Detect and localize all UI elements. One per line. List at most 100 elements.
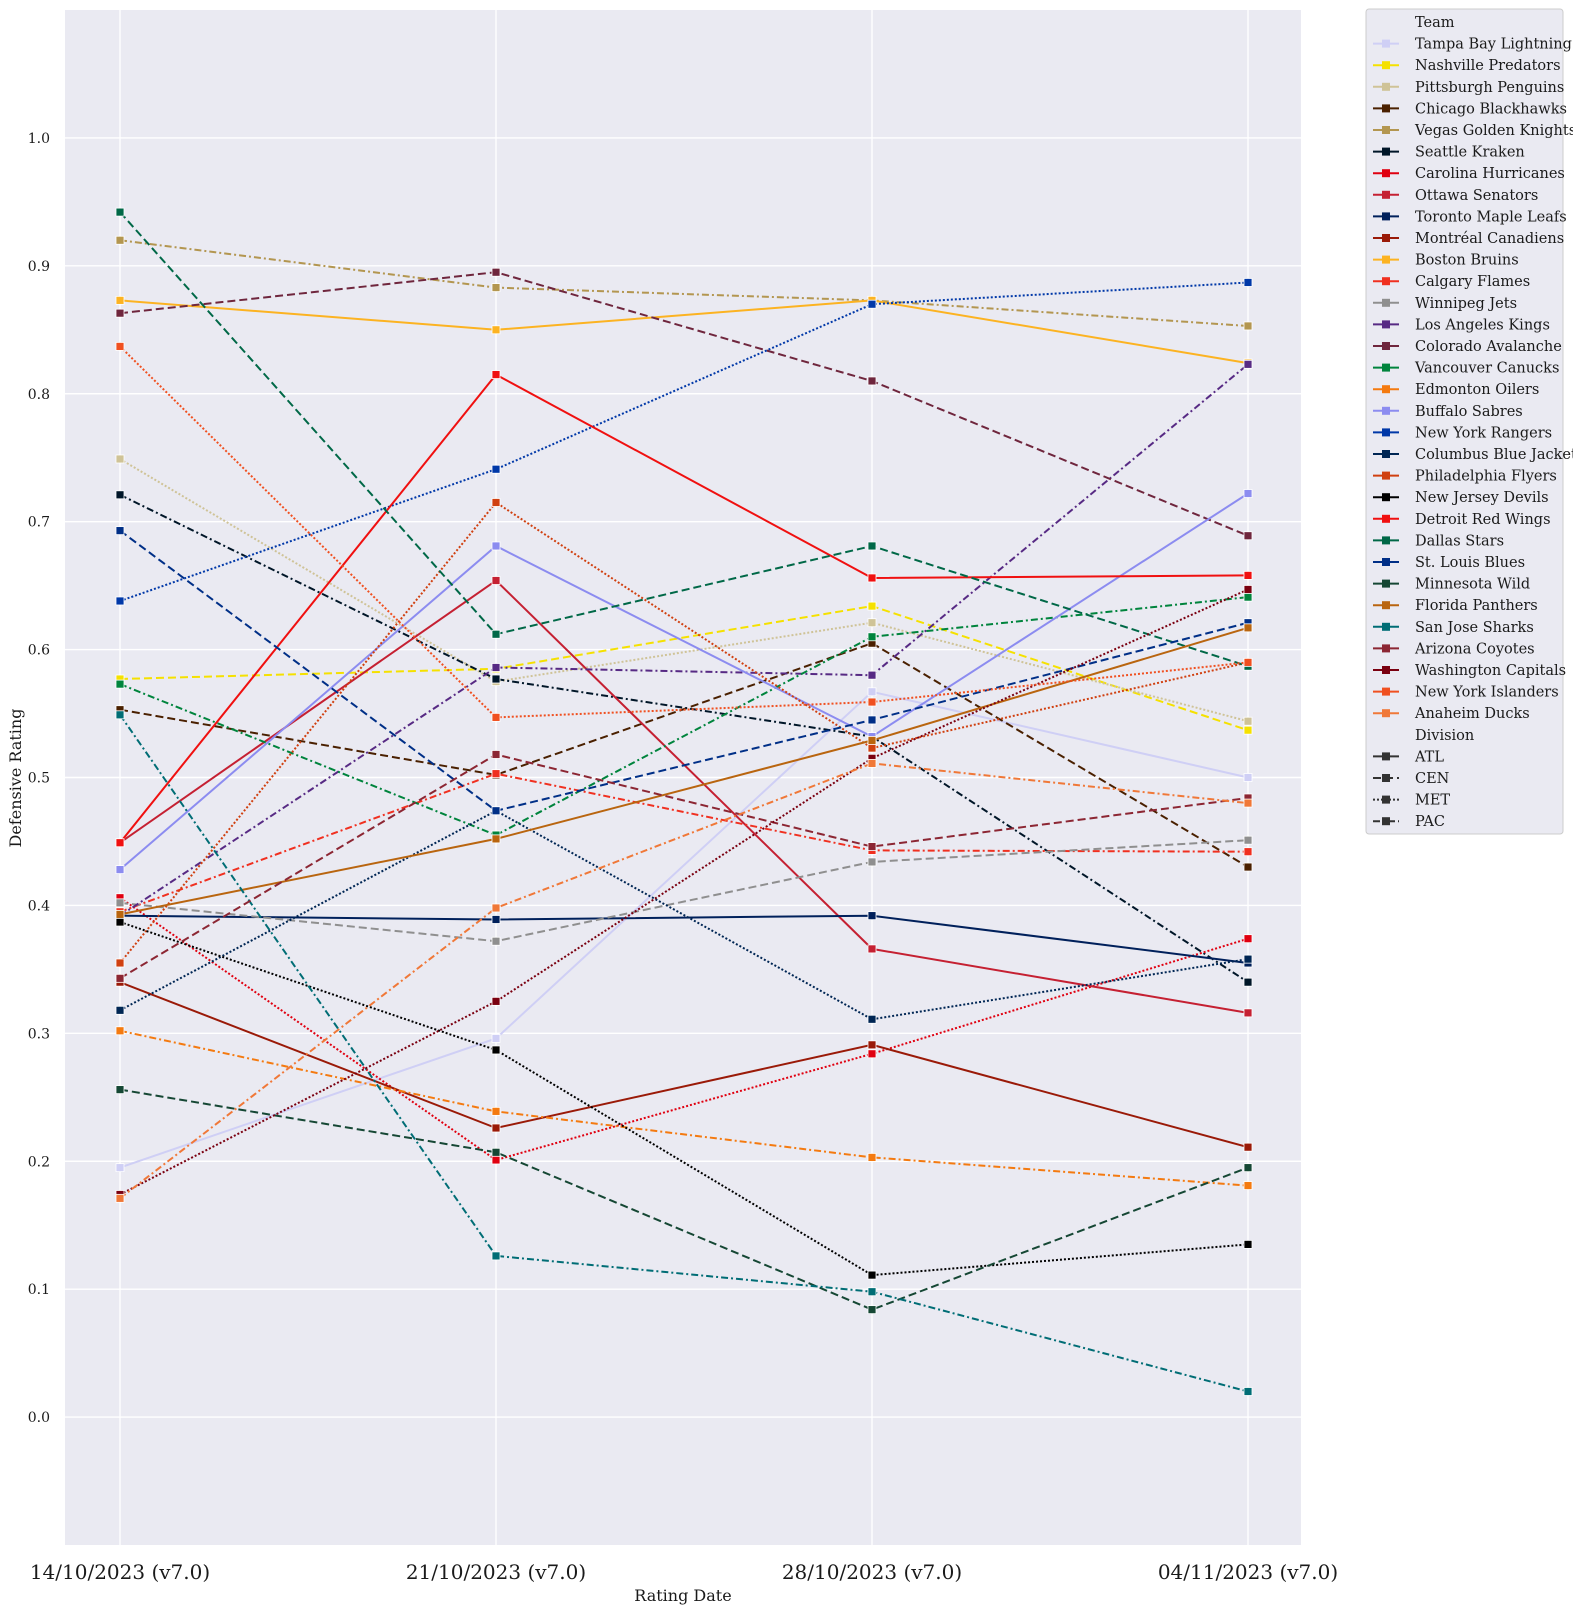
legend-label: Anaheim Ducks (1414, 706, 1530, 722)
data-point (491, 283, 501, 292)
data-point (867, 299, 877, 309)
legend-entry: Dallas Stars (1373, 533, 1504, 549)
legend-swatch-marker (1382, 342, 1390, 350)
data-point (115, 865, 125, 874)
legend-swatch-marker (1382, 363, 1390, 372)
y-axis-label: Defensive Rating (6, 709, 25, 848)
legend-label: Nashville Predators (1415, 58, 1561, 74)
x-tick-label: 04/11/2023 (v7.0) (1158, 1560, 1338, 1584)
legend-entry: Buffalo Sabres (1373, 404, 1523, 420)
data-point (1243, 773, 1253, 782)
series-line (119, 809, 1249, 1021)
y-tick-label: 0.3 (28, 1026, 50, 1042)
data-point (115, 235, 125, 245)
series-carolina-hurricanes (115, 893, 1253, 1165)
legend-label: PAC (1415, 814, 1445, 830)
legend-swatch-marker (1382, 104, 1390, 113)
series-colorado-avalanche (115, 267, 1253, 541)
series-line (119, 896, 1249, 1162)
data-point (1243, 1163, 1253, 1173)
legend-label: Washington Capitals (1415, 663, 1566, 679)
legend-label: Columbus Blue Jackets (1415, 447, 1573, 463)
legend-swatch-marker (1382, 666, 1390, 674)
legend-label: Chicago Blackhawks (1415, 101, 1567, 117)
data-point (491, 464, 501, 474)
legend-label: New York Islanders (1415, 685, 1559, 701)
x-axis-label: Rating Date (634, 1586, 731, 1605)
data-point (491, 1045, 501, 1055)
y-tick-labels: 0.0 0.1 0.2 0.3 0.4 0.5 0.6 0.7 0.8 0.9 1.0 (28, 131, 50, 1426)
legend-label: Vancouver Canucks (1414, 361, 1559, 377)
legend-entry: Vancouver Canucks (1373, 361, 1559, 377)
legend-swatch-marker (1382, 190, 1390, 199)
series-line (119, 714, 1249, 1393)
legend-label: Ottawa Senators (1415, 188, 1538, 204)
legend-entry: New York Islanders (1373, 685, 1559, 701)
data-point (867, 759, 877, 768)
data-point (115, 679, 125, 689)
data-point (1243, 954, 1253, 964)
data-point (1243, 716, 1253, 726)
data-point (115, 490, 125, 500)
data-point (1243, 862, 1253, 872)
data-point (115, 1193, 125, 1203)
legend-swatch-marker (1382, 709, 1390, 718)
series-edmonton-oilers (115, 1026, 1253, 1190)
legend-swatch-marker (1382, 255, 1390, 264)
y-tick-label: 0.7 (28, 515, 50, 531)
legend: Team Tampa Bay Lightning Nashville Predato… (1365, 8, 1573, 835)
legend-swatch-marker (1382, 212, 1390, 221)
legend-label: Montréal Canadiens (1415, 231, 1564, 247)
data-point (491, 996, 501, 1006)
data-point (867, 618, 877, 628)
data-point (115, 898, 125, 908)
series-line (119, 281, 1249, 602)
legend-swatch-marker (1382, 39, 1390, 48)
series-detroit-red-wings (115, 370, 1253, 848)
series-line (119, 1088, 1249, 1311)
data-point (867, 842, 877, 851)
legend-label: Calgary Flames (1415, 274, 1530, 290)
data-point (867, 541, 877, 551)
x-tick-label: 21/10/2023 (v7.0) (406, 1560, 586, 1584)
y-tick-label: 0.8 (28, 387, 50, 403)
legend-swatch-marker (1382, 601, 1390, 610)
series-winnipeg-jets (115, 835, 1253, 946)
legend-swatch-marker (1382, 428, 1390, 437)
data-point (491, 1123, 501, 1133)
legend-entry: Carolina Hurricanes (1373, 166, 1565, 182)
data-point (491, 806, 501, 816)
legend-swatch-marker (1382, 774, 1390, 782)
series-anaheim-ducks (115, 759, 1253, 1203)
data-point (867, 670, 877, 680)
data-point (1243, 1181, 1253, 1190)
data-point (867, 715, 877, 725)
data-point (867, 857, 877, 867)
legend-label: ATL (1414, 749, 1444, 765)
legend-label: New Jersey Devils (1415, 490, 1549, 506)
legend-swatch-marker (1382, 406, 1390, 415)
y-tick-label: 0.1 (28, 1282, 50, 1298)
legend-entry: Toronto Maple Leafs (1373, 209, 1567, 225)
data-point (491, 674, 501, 684)
series-group (115, 207, 1253, 1396)
data-point (867, 743, 877, 753)
legend-label: Pittsburgh Penguins (1415, 80, 1564, 96)
legend-entry: Columbus Blue Jackets (1373, 447, 1573, 463)
legend-swatch-marker (1382, 514, 1390, 523)
series-tampa-bay-lightning (115, 687, 1253, 1173)
legend-swatch-marker (1382, 579, 1390, 588)
x-tick-label: 28/10/2023 (v7.0) (782, 1560, 962, 1584)
data-point (867, 736, 877, 745)
legend-entry: Washington Capitals (1373, 663, 1566, 679)
data-point (115, 454, 125, 464)
legend-label: Seattle Kraken (1415, 145, 1525, 161)
legend-swatch-marker (1382, 61, 1390, 70)
data-point (491, 712, 501, 722)
data-point (1243, 847, 1253, 857)
data-point (115, 526, 125, 536)
legend-entry: Boston Bruins (1373, 253, 1519, 269)
data-point (491, 1034, 501, 1043)
